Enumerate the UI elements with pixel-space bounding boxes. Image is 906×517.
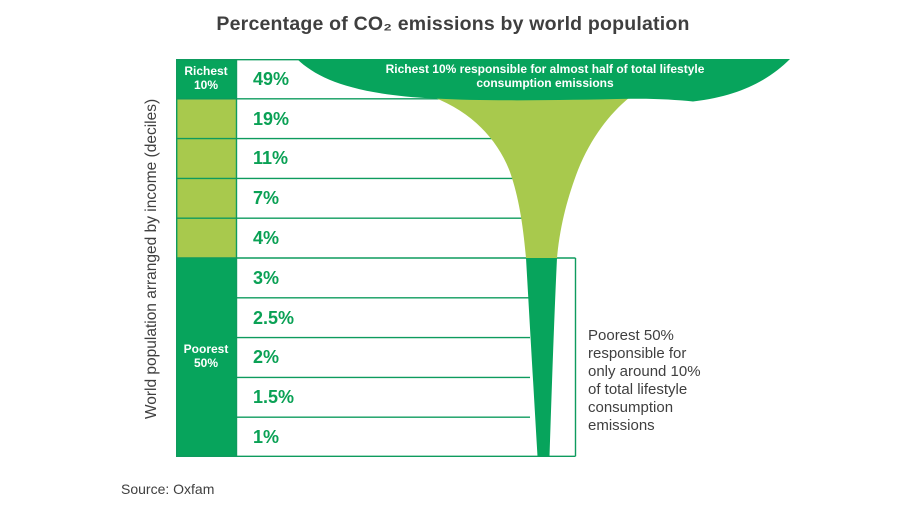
value-label-decile-10: 49% <box>253 69 290 89</box>
richest-annotation: Richest 10% responsible for almost half … <box>378 62 712 90</box>
value-label-decile-8: 11% <box>253 148 289 168</box>
poorest-deciles-cell <box>176 258 236 457</box>
funnel-shape <box>433 97 630 258</box>
value-label-decile-5: 3% <box>253 268 280 288</box>
richest-group-label: Richest 10% <box>176 64 236 92</box>
value-label-decile-6: 4% <box>253 228 280 248</box>
poorest-group-label-line2: 50% <box>193 355 219 370</box>
richest-group-label-line2: 10% <box>193 77 219 92</box>
grid-lines <box>176 59 577 457</box>
poorest-group-label-line1: Poorest <box>183 342 229 356</box>
richest-annotation-line1: Richest 10% responsible for almost half … <box>385 62 705 76</box>
value-label-decile-7: 7% <box>253 188 280 208</box>
stem-shape <box>526 258 557 457</box>
poorest-annotation: Poorest 50% responsible for only around … <box>588 327 728 435</box>
poorest-annotation-line4: of total lifestyle <box>588 381 688 398</box>
poorest-annotation-line5: consumption <box>588 399 674 416</box>
poorest-annotation-line6: emissions <box>588 417 655 434</box>
poorest-group-label: Poorest 50% <box>176 342 236 370</box>
value-label-decile-9: 19% <box>253 109 290 129</box>
richest-group-label-line1: Richest <box>184 64 228 78</box>
richest-decile-cell <box>176 59 236 99</box>
value-label-decile-3: 2% <box>253 347 280 367</box>
poorest-annotation-line3: only around 10% <box>588 363 701 380</box>
richest-annotation-line2: consumption emissions <box>476 76 614 90</box>
bowl-shape <box>297 59 790 102</box>
chart-title: Percentage of CO₂ emissions by world pop… <box>216 13 690 35</box>
value-label-decile-2: 1.5% <box>253 387 295 407</box>
value-label-decile-1: 1% <box>253 427 280 447</box>
poorest-annotation-line1: Poorest 50% <box>588 327 674 344</box>
poorest-annotation-line2: responsible for <box>588 345 687 362</box>
value-label-decile-4: 2.5% <box>253 308 295 328</box>
source-note: Source: Oxfam <box>121 481 215 497</box>
